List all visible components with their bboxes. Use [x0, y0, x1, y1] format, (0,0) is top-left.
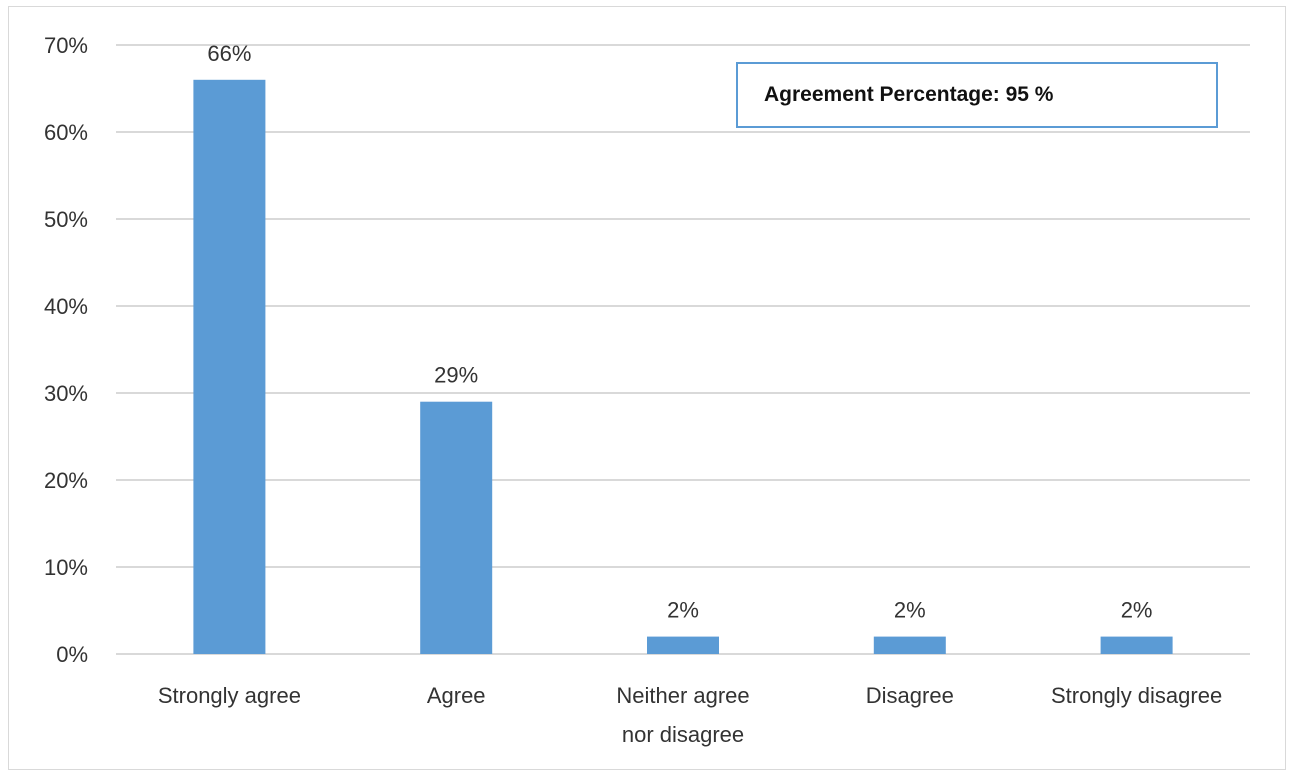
y-tick-label: 0%	[56, 642, 88, 667]
gridlines	[116, 44, 1250, 655]
data-label: 66%	[207, 41, 251, 66]
y-tick-label: 70%	[44, 33, 88, 58]
data-label: 29%	[434, 363, 478, 388]
data-label: 2%	[667, 598, 699, 623]
y-tick-label: 20%	[44, 468, 88, 493]
agreement-percentage-text: Agreement Percentage: 95 %	[764, 83, 1054, 106]
x-tick-label: Disagree	[866, 683, 954, 708]
y-tick-label: 10%	[44, 555, 88, 580]
data-labels: 66% 29% 2% 2% 2%	[207, 41, 1152, 623]
data-label: 2%	[1121, 598, 1153, 623]
y-tick-label: 50%	[44, 207, 88, 232]
bar	[1100, 636, 1173, 654]
bar	[193, 79, 266, 655]
x-tick-label: Neither agree	[616, 683, 749, 708]
bar	[420, 401, 493, 654]
bar	[873, 636, 946, 654]
x-tick-label: Strongly disagree	[1051, 683, 1222, 708]
x-tick-label: Strongly agree	[158, 683, 301, 708]
y-tick-label: 30%	[44, 381, 88, 406]
x-axis-ticks: Strongly agree Agree Neither agree nor disa…	[158, 683, 1222, 747]
y-tick-label: 40%	[44, 294, 88, 319]
agreement-percentage-box: Agreement Percentage: 95 %	[736, 62, 1218, 128]
x-tick-label: Agree	[427, 683, 486, 708]
data-label: 2%	[894, 598, 926, 623]
bar	[647, 636, 719, 654]
bars	[193, 79, 1173, 655]
x-tick-label: nor disagree	[622, 722, 744, 747]
y-axis-ticks: 0% 10% 20% 30% 40% 50% 60% 70%	[44, 33, 88, 667]
y-tick-label: 60%	[44, 120, 88, 145]
